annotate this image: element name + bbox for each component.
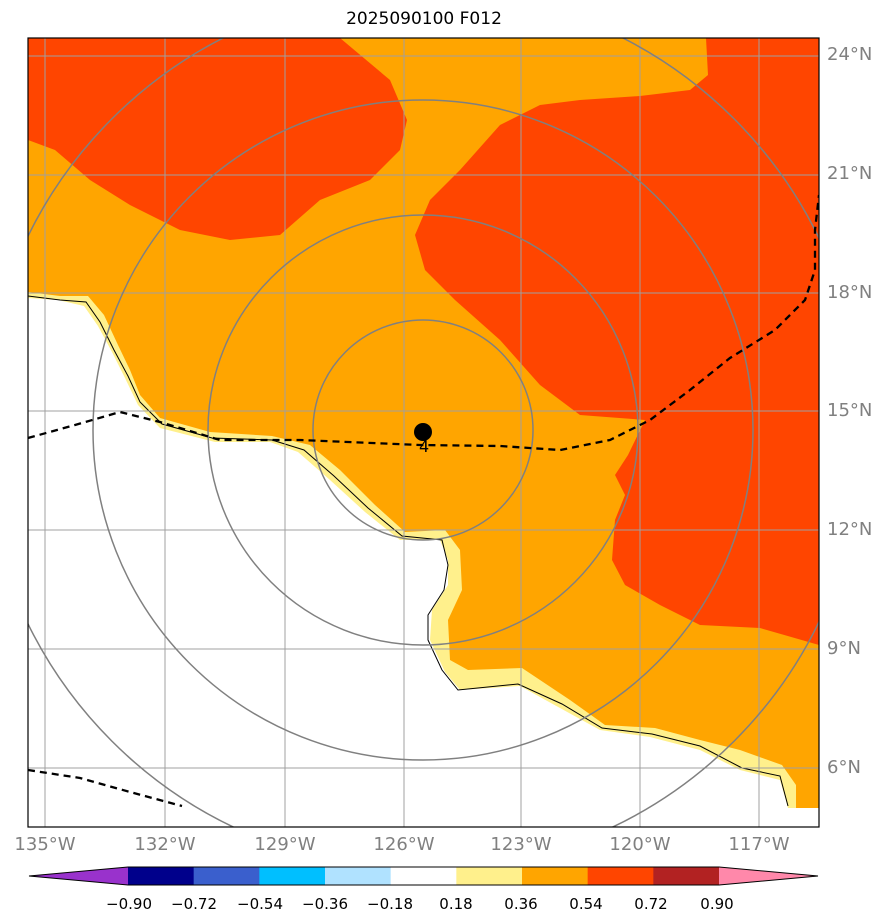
lon-label-123w: 123°W (490, 834, 552, 855)
storm-track (28, 194, 819, 452)
lat-label-24n: 24°N (827, 44, 873, 65)
colorbar-segment (193, 867, 260, 885)
lon-label-135w: 135°W (14, 834, 76, 855)
coastline (28, 295, 789, 807)
colorbar-extend-high (719, 867, 818, 885)
colorbar-tick-label: 0.90 (700, 895, 734, 913)
colorbar-tick-label: −0.18 (367, 895, 413, 913)
colorbar-tick-label: 0.36 (504, 895, 538, 913)
map-frame (27, 37, 820, 828)
colorbar (28, 866, 819, 886)
colorbar-segment (259, 867, 326, 885)
lat-label-9n: 9°N (827, 638, 861, 659)
range-ring-2 (207, 214, 639, 646)
colorbar-tick-label: −0.72 (171, 895, 217, 913)
lat-label-15n: 15°N (827, 400, 873, 421)
field-high-region-east (415, 38, 819, 645)
lon-label-132w: 132°W (134, 834, 196, 855)
lon-label-126w: 126°W (373, 834, 435, 855)
lat-label-6n: 6°N (827, 757, 861, 778)
colorbar-tick-label: 0.18 (439, 895, 473, 913)
range-rings (28, 38, 819, 827)
lon-label-129w: 129°W (254, 834, 316, 855)
colorbar-segment (587, 867, 654, 885)
colorbar-tick-label: −0.54 (237, 895, 283, 913)
colorbar-segment (390, 867, 457, 885)
field-high-region-northwest (28, 38, 407, 240)
lon-label-117w: 117°W (728, 834, 790, 855)
colorbar-tick-label: 0.72 (634, 895, 668, 913)
lat-label-18n: 18°N (827, 282, 873, 303)
colorbar-tick-label: −0.36 (302, 895, 348, 913)
colorbar-tick-label: −0.90 (106, 895, 152, 913)
storm-marker-label: 4 (419, 437, 429, 456)
colorbar-segment (325, 867, 392, 885)
storm-center-marker (414, 423, 432, 441)
secondary-track (28, 768, 183, 808)
colorbar-segment (128, 867, 195, 885)
lat-label-21n: 21°N (827, 163, 873, 184)
colorbar-outline (28, 866, 819, 886)
colorbar-tick-label: 0.54 (569, 895, 603, 913)
colorbar-extend-low (29, 867, 128, 885)
lat-label-12n: 12°N (827, 519, 873, 540)
colorbar-segment (522, 867, 589, 885)
lon-label-120w: 120°W (609, 834, 671, 855)
map-title: 2025090100 F012 (346, 9, 502, 29)
range-ring-1 (312, 319, 534, 541)
colorbar-segment (456, 867, 523, 885)
colorbar-segment (653, 867, 720, 885)
graticule (28, 38, 819, 827)
range-ring-3 (92, 99, 754, 761)
